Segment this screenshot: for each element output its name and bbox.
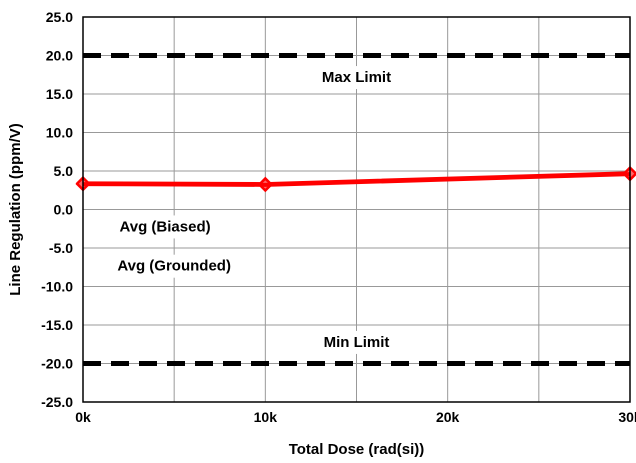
- annotation-background: [315, 330, 398, 354]
- annotations: Max Limit Min Limit Avg (Biased) Avg (Groun…: [109, 66, 400, 354]
- reference-lines: [83, 53, 630, 366]
- x-tick-labels: 0k 10k 20k 30k: [75, 409, 636, 425]
- y-tick-label: 20.0: [46, 48, 73, 64]
- annotation-avg-grounded: Avg (Grounded): [109, 254, 239, 278]
- annotation-max-limit: Max Limit: [313, 66, 400, 90]
- annotation-label: Avg (Grounded): [117, 258, 231, 275]
- series-line: [82, 172, 631, 187]
- y-tick-label: -25.0: [41, 394, 73, 410]
- x-tick-label: 20k: [436, 409, 460, 425]
- annotation-label: Min Limit: [324, 334, 390, 351]
- annotation-background: [109, 254, 239, 278]
- annotation-background: [111, 215, 219, 239]
- y-tick-label: 0.0: [54, 202, 74, 218]
- y-tick-label: -5.0: [49, 240, 73, 256]
- x-tick-label: 0k: [75, 409, 91, 425]
- series-avg-grounded: [75, 166, 636, 193]
- y-tick-label: 25.0: [46, 9, 73, 25]
- y-tick-label: 5.0: [54, 163, 74, 179]
- y-axis-title: Line Regulation (ppm/V): [7, 123, 24, 296]
- y-tick-label: -20.0: [41, 356, 73, 372]
- annotation-min-limit: Min Limit: [315, 330, 398, 354]
- y-tick-label: 10.0: [46, 125, 73, 141]
- y-tick-label: -10.0: [41, 279, 73, 295]
- plot-frame: [82, 16, 631, 403]
- annotation-label: Avg (Biased): [119, 218, 210, 235]
- x-tick-label: 10k: [254, 409, 278, 425]
- data-point-marker: [257, 177, 273, 193]
- x-tick-label: 30k: [618, 409, 636, 425]
- annotation-label: Max Limit: [322, 69, 391, 86]
- y-tick-labels: 25.0 20.0 15.0 10.0 5.0 0.0 -5.0 -10.0 -15.0 -20.…: [41, 9, 73, 410]
- y-tick-label: 15.0: [46, 86, 73, 102]
- annotation-avg-biased: Avg (Biased): [111, 215, 219, 239]
- x-axis-title: Total Dose (rad(si)): [289, 441, 425, 458]
- y-tick-label: -15.0: [41, 317, 73, 333]
- annotation-background: [313, 66, 400, 90]
